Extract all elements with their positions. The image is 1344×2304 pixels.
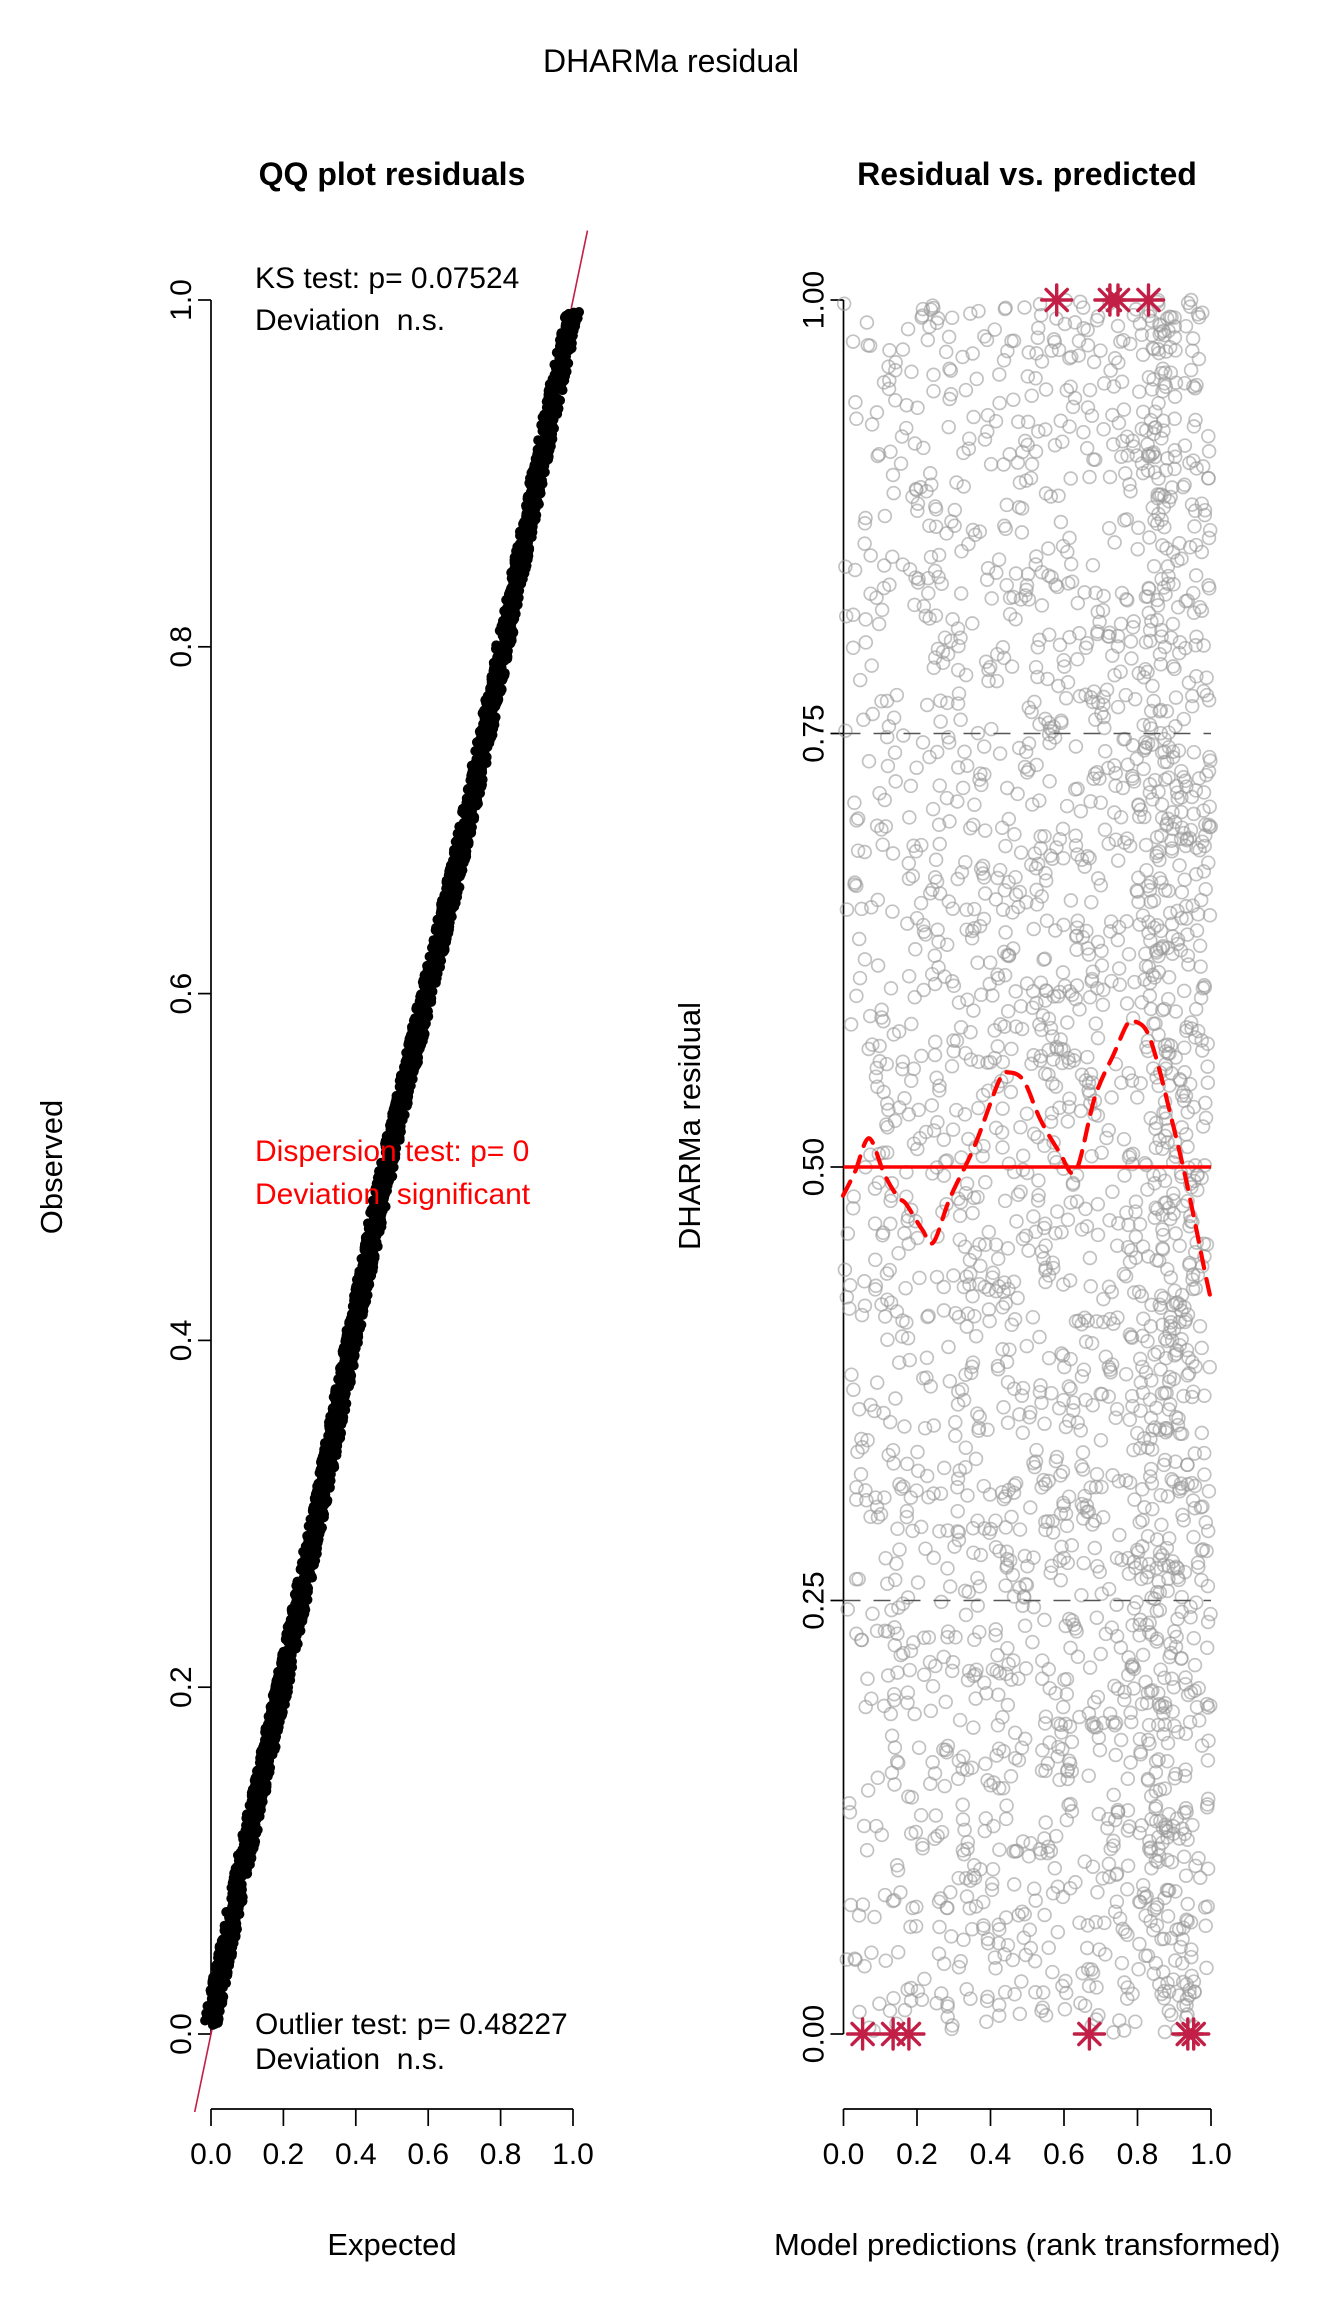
svg-text:1.0: 1.0 xyxy=(552,2138,594,2171)
svg-text:0.2: 0.2 xyxy=(263,2138,305,2171)
svg-text:0.6: 0.6 xyxy=(1043,2138,1085,2171)
svg-text:0.00: 0.00 xyxy=(797,2005,830,2063)
svg-text:1.0: 1.0 xyxy=(1190,2138,1232,2171)
svg-text:Outlier test: p= 0.48227: Outlier test: p= 0.48227 xyxy=(255,2008,568,2041)
svg-text:Deviation significant: Deviation significant xyxy=(255,1178,531,1211)
svg-text:0.4: 0.4 xyxy=(970,2138,1012,2171)
svg-text:Dispersion test: p= 0: Dispersion test: p= 0 xyxy=(255,1135,529,1168)
svg-text:KS test: p= 0.07524: KS test: p= 0.07524 xyxy=(255,262,519,295)
svg-text:0.6: 0.6 xyxy=(165,973,198,1015)
svg-text:0.0: 0.0 xyxy=(165,2013,198,2055)
svg-text:0.75: 0.75 xyxy=(797,704,830,762)
svg-text:0.0: 0.0 xyxy=(823,2138,865,2171)
svg-text:Model predictions (rank transf: Model predictions (rank transformed) xyxy=(774,2227,1281,2262)
svg-text:0.2: 0.2 xyxy=(896,2138,938,2171)
svg-text:0.6: 0.6 xyxy=(407,2138,449,2171)
svg-text:DHARMa residual: DHARMa residual xyxy=(543,43,799,79)
svg-text:0.8: 0.8 xyxy=(165,626,198,668)
svg-text:QQ plot residuals: QQ plot residuals xyxy=(259,156,526,192)
svg-text:0.4: 0.4 xyxy=(335,2138,377,2171)
svg-text:0.25: 0.25 xyxy=(797,1571,830,1629)
svg-text:Residual vs. predicted: Residual vs. predicted xyxy=(857,156,1197,192)
svg-text:0.8: 0.8 xyxy=(1117,2138,1159,2171)
svg-text:Deviation n.s.: Deviation n.s. xyxy=(255,2043,445,2076)
svg-text:0.4: 0.4 xyxy=(165,1320,198,1362)
svg-text:0.0: 0.0 xyxy=(190,2138,232,2171)
svg-text:Deviation n.s.: Deviation n.s. xyxy=(255,304,445,337)
svg-text:1.0: 1.0 xyxy=(165,279,198,321)
svg-text:0.2: 0.2 xyxy=(165,1666,198,1708)
svg-text:DHARMa residual: DHARMa residual xyxy=(672,1002,707,1250)
svg-text:1.00: 1.00 xyxy=(797,271,830,329)
svg-text:Expected: Expected xyxy=(327,2227,456,2262)
svg-text:0.50: 0.50 xyxy=(797,1138,830,1196)
svg-text:0.8: 0.8 xyxy=(480,2138,522,2171)
svg-text:Observed: Observed xyxy=(34,1100,69,1234)
